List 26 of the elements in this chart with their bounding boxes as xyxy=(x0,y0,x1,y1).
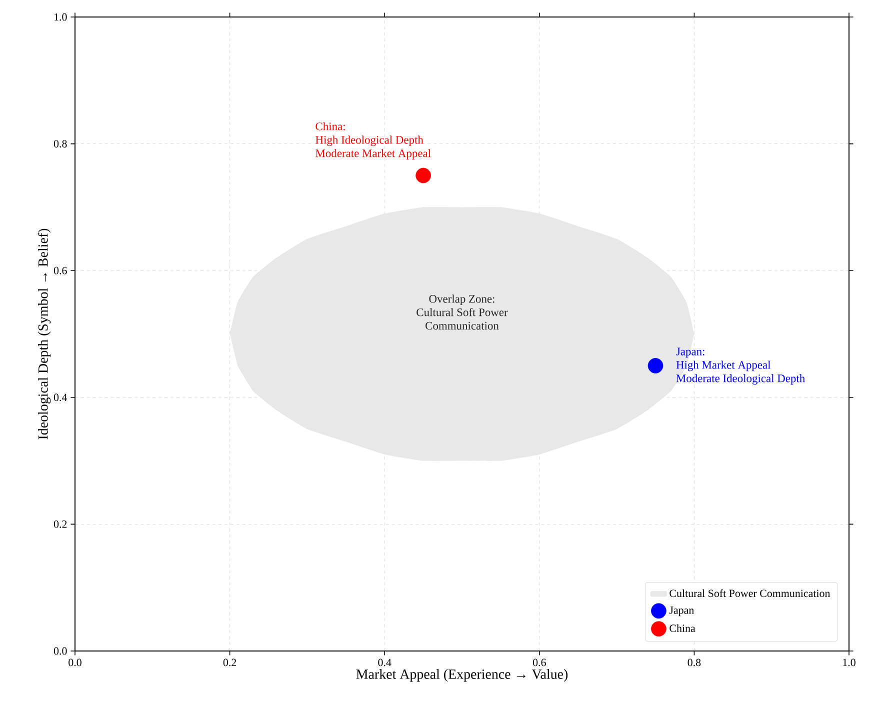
y-axis-title: Ideological Depth (Symbol → Belief) xyxy=(38,228,51,440)
annotation: High Market Appeal xyxy=(676,360,771,372)
legend-label: Cultural Soft Power Communication xyxy=(670,589,830,598)
y-tick-label: 0.2 xyxy=(54,520,67,528)
legend-label: Japan xyxy=(669,606,694,616)
x-axis-title: Market Appeal (Experience → Value) xyxy=(356,669,568,682)
annotation: Overlap Zone: xyxy=(429,294,494,306)
annotation: High Ideological Depth xyxy=(316,136,424,146)
annotation: China: xyxy=(316,122,345,130)
annotation: Communication xyxy=(426,322,499,330)
annotation: Cultural Soft Power xyxy=(416,308,508,316)
y-tick-label: 0.6 xyxy=(54,266,67,274)
x-tick-label: 0.8 xyxy=(688,658,701,666)
y-tick-label: 1.0 xyxy=(54,13,67,21)
annotation: Moderate Market Appeal xyxy=(316,149,431,160)
x-tick-label: 0.2 xyxy=(223,658,236,666)
legend-label: China xyxy=(670,624,696,632)
y-tick-label: 0.0 xyxy=(54,647,67,655)
y-tick-label: 0.8 xyxy=(54,140,67,148)
x-tick-label: 0.0 xyxy=(68,658,82,666)
y-tick-label: 0.4 xyxy=(54,394,68,402)
x-tick-label: 0.6 xyxy=(532,658,546,666)
annotation: Moderate Ideological Depth xyxy=(676,374,805,385)
x-tick-label: 1.0 xyxy=(843,658,856,666)
x-tick-label: 0.4 xyxy=(378,658,392,666)
annotation: Japan: xyxy=(676,348,704,358)
